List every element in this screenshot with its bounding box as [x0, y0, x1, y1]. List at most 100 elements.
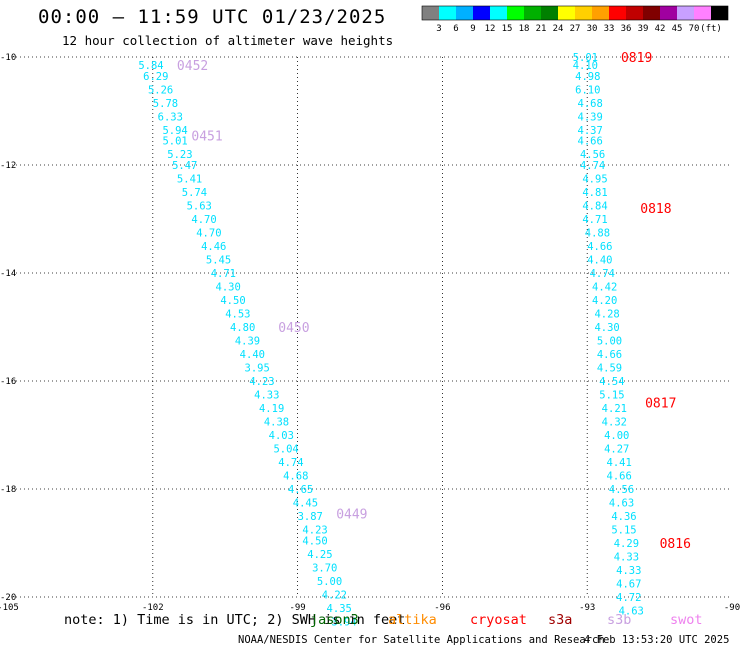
wave-height-value: 4.39 [235, 336, 260, 348]
wave-height-value: 4.72 [616, 592, 641, 604]
colorbar-label: 45 [672, 24, 683, 34]
wave-height-value: 6.29 [143, 71, 168, 83]
wave-height-value: 4.68 [283, 471, 308, 483]
wave-height-value: 4.50 [302, 535, 327, 547]
pass-time-label: 0450 [278, 321, 309, 336]
wave-height-value: 3.70 [312, 562, 337, 574]
colorbar-swatch [490, 6, 507, 20]
wave-height-value: 4.74 [278, 457, 303, 469]
wave-height-value: 4.33 [616, 565, 641, 577]
colorbar-label: 24 [553, 24, 564, 34]
wave-height-value: 4.95 [582, 174, 607, 186]
wave-height-value: 4.88 [585, 228, 610, 240]
wave-height-value: 4.40 [587, 255, 612, 267]
x-tick-label: -93 [579, 603, 595, 613]
colorbar-swatch [507, 6, 524, 20]
wave-height-value: 4.74 [580, 160, 605, 172]
wave-height-value: 4.59 [597, 363, 622, 375]
wave-height-value: 4.19 [259, 403, 284, 415]
wave-height-value: 4.71 [582, 214, 607, 226]
wave-height-value: 4.33 [614, 552, 639, 564]
colorbar-label: 42 [655, 24, 666, 34]
wave-height-value: 4.32 [602, 417, 627, 429]
pass-time-label: 0816 [660, 537, 691, 552]
wave-height-value: 4.37 [578, 125, 603, 137]
chart-title: 00:00 – 11:59 UTC 01/23/2025 [38, 6, 387, 28]
wave-height-value: 4.84 [582, 201, 607, 213]
wave-height-value: 4.00 [604, 430, 629, 442]
wave-height-value: 4.03 [269, 430, 294, 442]
wave-height-value: 4.30 [216, 282, 241, 294]
wave-height-value: 4.70 [191, 214, 216, 226]
wave-height-value: 4.80 [230, 322, 255, 334]
colorbar-swatch [643, 6, 660, 20]
y-tick-label: -14 [0, 269, 16, 279]
colorbar-label: 6 [453, 24, 458, 34]
wave-height-value: 4.23 [249, 376, 274, 388]
wave-height-value: 4.28 [594, 309, 619, 321]
colorbar-label: 70 [689, 24, 700, 34]
pass-time-label: 0817 [645, 397, 676, 412]
credit-line: NOAA/NESDIS Center for Satellite Applica… [238, 634, 605, 646]
pass-time-label: 0818 [640, 202, 671, 217]
colorbar-swatch [609, 6, 626, 20]
wave-height-value: 4.41 [607, 457, 632, 469]
pass-time-label: 0449 [336, 507, 367, 522]
x-tick-label: -105 [0, 603, 19, 613]
colorbar-label: 30 [587, 24, 598, 34]
colorbar-label: 12 [485, 24, 496, 34]
sat-label-swot: swot [670, 612, 703, 628]
colorbar-label: 39 [638, 24, 649, 34]
wave-height-value: 5.15 [611, 525, 636, 537]
colorbar-swatch [541, 6, 558, 20]
wave-height-value: 4.22 [322, 589, 347, 601]
wave-height-value: 4.53 [225, 309, 250, 321]
pass-time-label: 0452 [177, 59, 208, 74]
wave-height-value: 4.40 [240, 349, 265, 361]
wave-height-value: 4.23 [302, 525, 327, 537]
wave-height-value: 5.74 [182, 187, 207, 199]
colorbar-swatch [439, 6, 456, 20]
y-tick-label: -10 [0, 53, 16, 63]
wave-height-value: 5.84 [138, 60, 163, 72]
sat-label-altika: altika [388, 612, 437, 628]
colorbar-swatch [575, 6, 592, 20]
colorbar-swatch [456, 6, 473, 20]
wave-height-value: 4.66 [587, 241, 612, 253]
colorbar-label: 36 [621, 24, 632, 34]
wave-height-value: 4.29 [614, 538, 639, 550]
footnote: note: 1) Time is in UTC; 2) SWH is in fe… [64, 612, 406, 628]
wave-height-value: 4.25 [307, 549, 332, 561]
colorbar-swatch [592, 6, 609, 20]
sat-label-s3a: s3a [548, 612, 573, 628]
wave-height-value: 4.39 [578, 111, 603, 123]
colorbar-swatch [660, 6, 677, 20]
wave-height-value: 4.33 [254, 390, 279, 402]
wave-height-value: 5.63 [187, 201, 212, 213]
colorbar-label: 27 [570, 24, 581, 34]
wave-height-value: 4.42 [592, 282, 617, 294]
wave-height-value: 4.36 [611, 511, 636, 523]
wave-height-value: 5.00 [597, 336, 622, 348]
colorbar-swatch [711, 6, 728, 20]
wave-height-value: 5.45 [206, 255, 231, 267]
wave-height-value: 4.67 [616, 579, 641, 591]
wave-height-value: 4.45 [293, 498, 318, 510]
wave-height-value: 4.70 [196, 228, 221, 240]
wave-height-value: 5.01 [162, 136, 187, 148]
wave-height-value: 4.50 [220, 295, 245, 307]
wave-height-value: 4.81 [582, 187, 607, 199]
wave-height-value: 4.20 [592, 295, 617, 307]
wave-height-value: 4.10 [573, 60, 598, 72]
sat-label-cryosat: cryosat [470, 612, 527, 628]
colorbar-label: 9 [470, 24, 475, 34]
wave-height-value: 4.54 [599, 376, 624, 388]
wave-height-value: 3.95 [245, 363, 270, 375]
wave-height-value: 3.87 [298, 511, 323, 523]
x-tick-label: -90 [724, 603, 740, 613]
colorbar-swatch [558, 6, 575, 20]
wave-height-value: 3.94 [331, 616, 356, 628]
wave-height-value: 4.66 [597, 349, 622, 361]
wave-height-value: 5.15 [599, 390, 624, 402]
